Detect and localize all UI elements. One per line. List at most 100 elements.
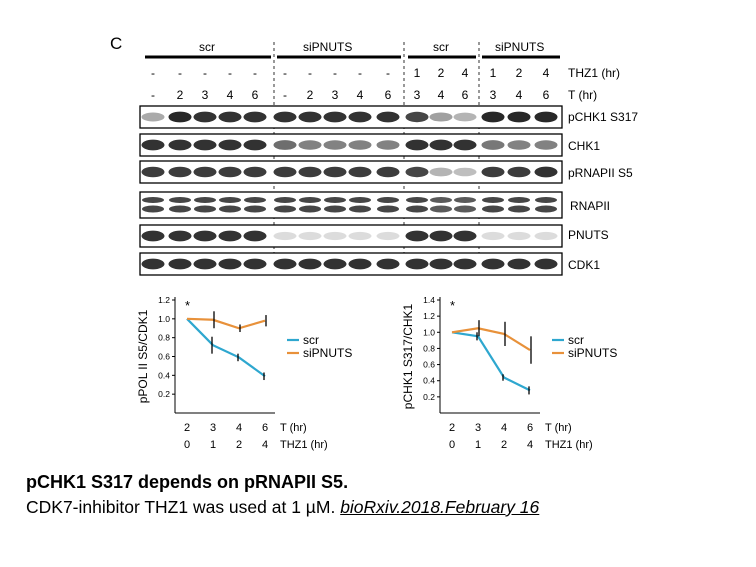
chart-pchk1-s317: 0.2 0.4 0.6 0.8 1.0 1.2 1.4 pCHK1 S317/CHK1 * scr… [401,295,617,451]
band-4-14 [507,231,531,241]
band-5-11 [429,258,453,270]
band-5-6 [298,258,322,270]
x-tick-thz1-3: 4 [527,439,533,451]
legend-label-siPNUTS: siPNUTS [568,346,617,360]
band-3-0-top [142,197,164,203]
band-3-8 [349,205,371,213]
band-3-7 [324,205,346,213]
band-0-6 [298,111,322,123]
band-3-6 [299,205,321,213]
band-2-2 [193,166,217,178]
band-0-1 [168,111,192,123]
thz1-value-15: 4 [542,66,550,80]
band-3-13-top [482,197,504,203]
band-1-9 [376,140,400,150]
t-value-5: - [283,88,287,102]
band-0-3 [218,111,242,123]
band-5-2 [193,258,217,270]
x-tick-thz1-1: 1 [475,439,481,451]
series-line-siPNUTS [451,327,531,351]
band-1-5 [273,140,297,150]
t-value-8: 4 [356,88,364,102]
x-tick-t-3: 6 [527,422,533,434]
band-3-12-top [454,197,476,203]
blot-frame-3 [139,191,563,219]
thz1-value-0: - [151,66,155,80]
thz1-value-4: - [253,66,257,80]
y-tick-label-6: 1.4 [423,295,435,305]
band-5-4 [243,258,267,270]
band-4-4 [243,230,267,242]
blot-label-cdk1: CDK1 [568,258,601,272]
band-0-15 [534,111,558,123]
x-tick-thz1-0: 0 [184,439,190,451]
blot-label-rnapii: RNAPII [570,199,611,213]
t-value-6: 2 [306,88,314,102]
x-tick-t-1: 3 [210,422,216,434]
t-value-15: 6 [542,88,550,102]
x-tick-t-3: 6 [262,422,268,434]
band-0-2 [193,111,217,123]
thz1-value-6: - [308,66,312,80]
band-5-10 [405,258,429,270]
y-tick-label-1: 0.4 [423,376,435,386]
thz1-value-11: 2 [437,66,445,80]
band-4-8 [348,231,372,241]
caption-text: CDK7-inhibitor THZ1 was used at 1 µM. [26,497,341,517]
band-3-10-top [406,197,428,203]
group-label-scr-2: scr [433,40,449,54]
band-3-14-top [508,197,530,203]
band-3-5-top [274,197,296,203]
band-2-9 [376,166,400,178]
y-axis-label: pPOL II S5/CDK1 [136,309,150,403]
thz1-value-12: 4 [461,66,469,80]
thz1-value-1: - [178,66,182,80]
t-value-3: 4 [226,88,234,102]
band-3-0 [142,205,164,213]
band-3-9-top [377,197,399,203]
blot-label-pnuts: PNUTS [568,228,609,242]
blot-4 [139,224,563,248]
band-4-3 [218,230,242,242]
band-1-8 [348,140,372,150]
band-0-11 [429,112,453,122]
y-tick-label-0: 0.2 [423,392,435,402]
band-0-9 [376,111,400,123]
blot-frame [139,42,563,276]
t-value-14: 4 [515,88,523,102]
x-tick-t-2: 4 [501,422,507,434]
x-tick-thz1-2: 2 [501,439,507,451]
y-axis-label: pCHK1 S317/CHK1 [401,303,415,409]
x-tick-t-1: 3 [475,422,481,434]
band-4-7 [323,231,347,241]
band-1-13 [481,140,505,150]
band-4-0 [141,230,165,242]
caption-title: pCHK1 S317 depends on pRNAPII S5. [26,472,349,492]
band-5-8 [348,258,372,270]
band-1-11 [429,139,453,151]
caption-source: bioRxiv.2018.February 16 [340,497,540,517]
band-1-0 [141,139,165,151]
x-row-label-thz1: THZ1 (hr) [545,439,593,451]
band-4-12 [453,230,477,242]
blot-label-prnapii: pRNAPII S5 [568,166,633,180]
series-line-siPNUTS [186,317,266,330]
band-3-8-top [349,197,371,203]
band-2-13 [481,166,505,178]
band-3-2-top [194,197,216,203]
band-1-2 [193,139,217,151]
t-value-9: 6 [384,88,392,102]
y-tick-label-3: 0.8 [158,333,170,343]
blot-label-pchk1: pCHK1 S317 [568,110,639,124]
band-4-13 [481,231,505,241]
caption-body: CDK7-inhibitor THZ1 was used at 1 µM. bi… [26,497,539,518]
y-tick-label-2: 0.6 [423,360,435,370]
band-3-7-top [324,197,346,203]
series-line-scr [451,331,531,392]
band-3-4-top [244,197,266,203]
y-tick-label-2: 0.6 [158,352,170,362]
thz1-value-14: 2 [515,66,523,80]
x-tick-thz1-3: 4 [262,439,268,451]
thz1-value-7: - [333,66,337,80]
x-tick-t-0: 2 [184,422,190,434]
